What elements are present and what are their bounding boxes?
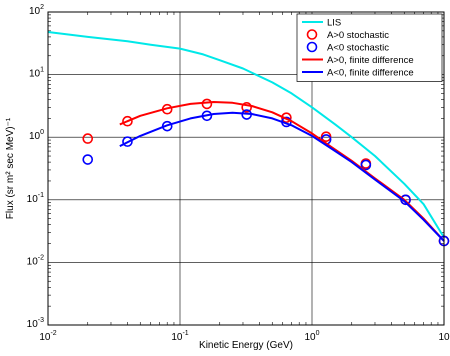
plot-frame (47, 11, 445, 326)
y-tick-label-base: 10 (29, 6, 41, 17)
data-point-1 (82, 133, 94, 144)
series (47, 31, 450, 247)
data-point-1 (241, 102, 252, 113)
y-tick-label-exponent: -3 (38, 317, 44, 324)
series-line-0 (47, 31, 445, 239)
y-tick-label: 10-1 (27, 192, 44, 205)
data-point-2 (122, 136, 133, 147)
y-tick-label-base: 10 (29, 69, 41, 80)
y-tick-label-base: 10 (27, 194, 39, 205)
data-point-1 (201, 98, 213, 110)
data-point-2 (360, 159, 372, 171)
x-tick-label: 10-2 (39, 330, 56, 343)
x-tick-label-exponent: -1 (182, 330, 188, 337)
legend-entry: A>0 stochastic (327, 30, 389, 41)
x-tick-label-base: 10 (438, 332, 450, 343)
data-point-1 (122, 115, 133, 127)
y-tick-label: 102 (29, 4, 44, 17)
y-tick-label: 10-3 (27, 317, 44, 330)
x-tick-label: 100 (304, 330, 319, 343)
x-tick-labels: 10-2 10-1 100 10 (39, 330, 450, 343)
y-axis-label: Flux (sr m² sec MeV)⁻¹ (5, 117, 16, 219)
y-tick-label-base: 10 (29, 131, 41, 142)
x-axis-label: Kinetic Energy (GeV) (199, 340, 293, 351)
series-line-3 (119, 101, 445, 242)
y-tick-label-exponent: -2 (38, 254, 44, 261)
y-tick-label: 10-2 (27, 254, 44, 267)
legend-entry: LIS (327, 18, 341, 29)
x-tick-label-base: 10 (39, 332, 51, 343)
y-tick-label-exponent: 0 (40, 129, 44, 136)
x-tick-label-exponent: 0 (316, 330, 320, 337)
series-line-4 (119, 111, 445, 242)
y-tick-label-exponent: -1 (38, 192, 44, 199)
legend-entry: A>0, finite difference (327, 55, 414, 66)
legend-box (296, 13, 443, 82)
x-tick-label: 10 (438, 332, 450, 343)
y-tick-label-base: 10 (27, 256, 39, 267)
legend-entry: A<0, finite difference (327, 68, 414, 79)
y-tick-label-base: 10 (27, 319, 39, 330)
y-tick-label: 100 (29, 129, 44, 142)
y-tick-label: 101 (29, 67, 44, 80)
x-tick-label-base: 10 (171, 332, 183, 343)
x-tick-label: 10-1 (171, 330, 188, 343)
data-point-2 (82, 154, 94, 165)
legend-swatch (306, 29, 318, 40)
y-tick-label-exponent: 2 (40, 4, 44, 11)
x-tick-label-base: 10 (304, 332, 316, 343)
legend-swatch (306, 41, 318, 53)
data-point-1 (320, 131, 332, 142)
y-tick-label-exponent: 1 (40, 67, 44, 74)
legend-entry: A<0 stochastic (327, 43, 389, 54)
x-tick-label-exponent: -2 (50, 330, 56, 337)
